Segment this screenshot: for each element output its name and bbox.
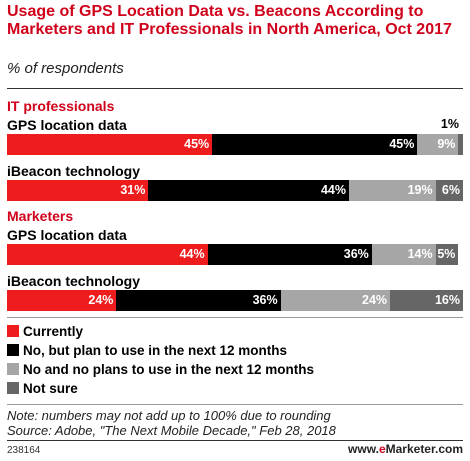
legend-item-no-but-plan-to-use-in-the-next-12-months: No, but plan to use in the next 12 month… bbox=[7, 342, 287, 359]
bar-marketers-gps-location-data-no-but-plan-to-use-in-the-next-12-months: 36% bbox=[207, 244, 372, 265]
notes-divider bbox=[7, 404, 463, 405]
row-label-marketers-gps-location-data: GPS location data bbox=[7, 227, 127, 243]
bar-marketers-gps-location-data-no-and-no-plans-to-use-in-the-next-12-months: 14% bbox=[371, 244, 436, 265]
group-label-marketers: Marketers bbox=[7, 208, 74, 224]
legend-label: No and no plans to use in the next 12 mo… bbox=[23, 362, 315, 377]
legend-item-currently: Currently bbox=[7, 323, 83, 340]
bar-it-professionals-ibeacon-technology-no-and-no-plans-to-use-in-the-next-12-months: 19% bbox=[349, 180, 436, 201]
bar-marketers-ibeacon-technology-no-but-plan-to-use-in-the-next-12-months: 36% bbox=[116, 290, 281, 311]
legend-swatch bbox=[7, 363, 19, 375]
bar-it-professionals-gps-location-data-no-and-no-plans-to-use-in-the-next-12-months: 9% bbox=[417, 134, 459, 155]
row-label-it-professionals-gps-location-data: GPS location data bbox=[7, 117, 127, 133]
bar-marketers-ibeacon-technology-not-sure: 16% bbox=[390, 290, 463, 311]
legend-divider bbox=[7, 317, 463, 318]
bar-it-professionals-gps-location-data-no-but-plan-to-use-in-the-next-12-months: 45% bbox=[212, 134, 418, 155]
legend-swatch bbox=[7, 325, 19, 337]
data-label-it-professionals-gps-location-data-not-sure: 1% bbox=[440, 117, 459, 131]
bar-it-professionals-gps-location-data-not-sure bbox=[458, 134, 463, 155]
bar-marketers-ibeacon-technology-no-and-no-plans-to-use-in-the-next-12-months: 24% bbox=[280, 290, 391, 311]
legend-label: Currently bbox=[23, 324, 84, 339]
chart-id: 238164 bbox=[7, 445, 41, 456]
legend-label: Not sure bbox=[23, 381, 78, 396]
legend-label: No, but plan to use in the next 12 month… bbox=[23, 343, 288, 358]
top-divider bbox=[7, 88, 463, 89]
footer-divider bbox=[7, 440, 463, 441]
emarketer-logo: www.eMarketer.com bbox=[348, 442, 463, 456]
bar-it-professionals-ibeacon-technology-currently: 31% bbox=[7, 180, 149, 201]
chart-title: Usage of GPS Location Data vs. Beacons A… bbox=[7, 3, 452, 38]
legend-item-no-and-no-plans-to-use-in-the-next-12-months: No and no plans to use in the next 12 mo… bbox=[7, 361, 314, 378]
row-label-it-professionals-ibeacon-technology: iBeacon technology bbox=[7, 163, 141, 179]
row-label-marketers-ibeacon-technology: iBeacon technology bbox=[7, 273, 141, 289]
bar-it-professionals-ibeacon-technology-no-but-plan-to-use-in-the-next-12-months: 44% bbox=[148, 180, 349, 201]
bar-it-professionals-gps-location-data-currently: 45% bbox=[7, 134, 213, 155]
bar-marketers-gps-location-data-currently: 44% bbox=[7, 244, 208, 265]
bar-marketers-gps-location-data-not-sure: 5% bbox=[435, 244, 459, 265]
legend-swatch bbox=[7, 344, 19, 356]
footnote-rounding: Note: numbers may not add up to 100% due… bbox=[7, 408, 331, 423]
bar-it-professionals-ibeacon-technology-not-sure: 6% bbox=[435, 180, 463, 201]
group-label-it-professionals: IT professionals bbox=[7, 98, 115, 114]
source-note: Source: Adobe, "The Next Mobile Decade,"… bbox=[7, 423, 336, 438]
chart-subtitle: % of respondents bbox=[7, 60, 124, 77]
bar-marketers-ibeacon-technology-currently: 24% bbox=[7, 290, 117, 311]
legend-swatch bbox=[7, 382, 19, 394]
legend-item-not-sure: Not sure bbox=[7, 380, 78, 397]
